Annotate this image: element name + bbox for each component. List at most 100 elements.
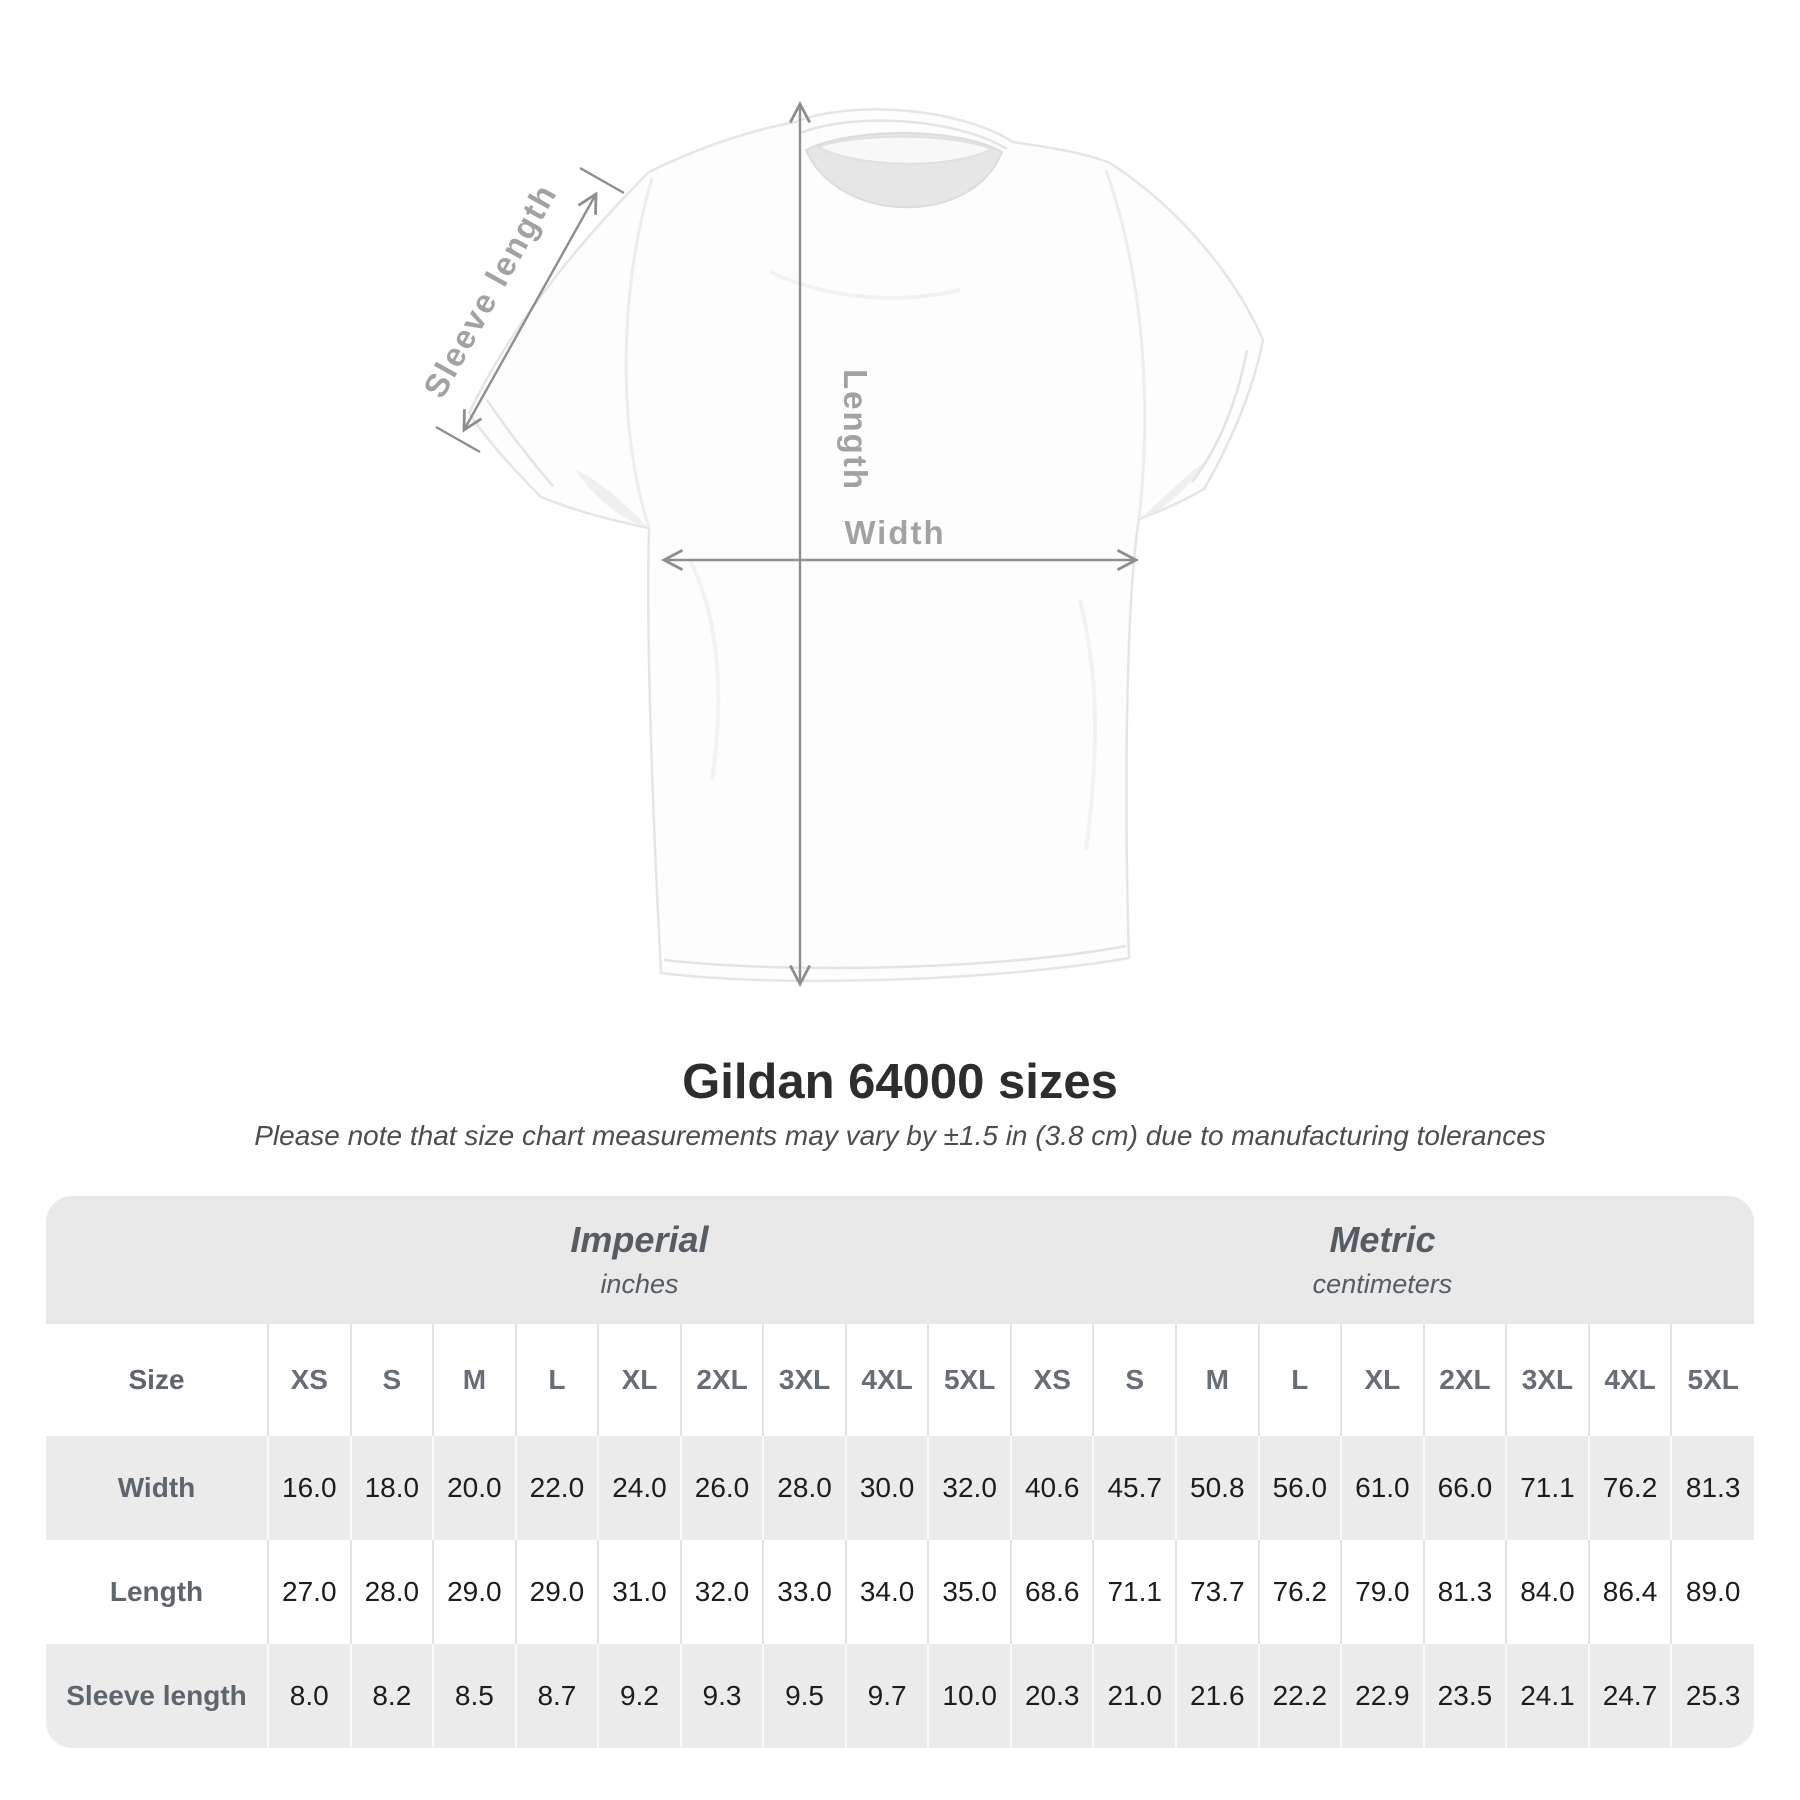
value-cell: 20.0 <box>432 1436 516 1540</box>
size-header-cell: M <box>432 1324 516 1436</box>
value-cell: 8.5 <box>432 1644 516 1748</box>
metric-title: Metric <box>1329 1219 1436 1261</box>
value-cell: 9.5 <box>762 1644 846 1748</box>
size-header-cell: S <box>349 1324 434 1436</box>
measurement-arrows <box>435 100 1140 988</box>
value-cell: 29.0 <box>432 1540 516 1644</box>
wrinkle-left <box>688 559 721 781</box>
collar-inner-band <box>815 135 995 165</box>
size-header-cell: XS <box>1009 1324 1094 1436</box>
value-cell: 25.3 <box>1670 1644 1754 1748</box>
tshirt-graphic <box>467 108 1265 983</box>
tolerance-note: Please note that size chart measurements… <box>254 1120 1546 1151</box>
table-corner-spacer <box>46 1196 268 1324</box>
metric-unit: centimeters <box>1312 1268 1453 1299</box>
right-underarm-shadow <box>1139 462 1205 519</box>
size-header-cell: S <box>1092 1324 1177 1436</box>
wrinkle-right <box>1078 599 1098 851</box>
value-cell: 21.0 <box>1092 1644 1177 1748</box>
imperial-title: Imperial <box>570 1219 709 1261</box>
size-header-cell: 5XL <box>1670 1324 1754 1436</box>
size-header-cell: 5XL <box>927 1324 1011 1436</box>
left-underarm-shadow <box>575 470 649 528</box>
sleeve-length-arrow <box>462 191 598 433</box>
size-table: Imperial inches Metric centimeters Size … <box>46 1196 1754 1748</box>
value-cell: 86.4 <box>1587 1540 1672 1644</box>
tshirt-figure-svg: Sleeve length Length Width <box>416 100 1265 988</box>
value-cell: 20.3 <box>1009 1644 1094 1748</box>
length-label: Length <box>837 369 874 491</box>
value-cell: 40.6 <box>1009 1436 1094 1540</box>
value-cell: 31.0 <box>597 1540 681 1644</box>
size-header-cell: 4XL <box>844 1324 929 1436</box>
value-cell: 22.2 <box>1257 1644 1342 1748</box>
value-cell: 30.0 <box>844 1436 929 1540</box>
right-armhole-seam <box>1104 169 1147 520</box>
value-cell: 32.0 <box>679 1540 764 1644</box>
value-cell: 24.0 <box>597 1436 681 1540</box>
value-cell: 28.0 <box>762 1436 846 1540</box>
tshirt-figure: Sleeve length Length Width <box>416 100 1265 988</box>
value-cell: 81.3 <box>1670 1436 1754 1540</box>
page-title: Gildan 64000 sizes <box>682 1055 1118 1109</box>
value-cell: 34.0 <box>844 1540 929 1644</box>
size-table-container: Imperial inches Metric centimeters Size … <box>46 1196 1754 1748</box>
row-label-sleeve-length: Sleeve length <box>46 1644 268 1748</box>
sleeve-tick-top <box>579 166 625 195</box>
value-cell: 35.0 <box>927 1540 1011 1644</box>
value-cell: 73.7 <box>1175 1540 1259 1644</box>
imperial-header: Imperial inches <box>268 1196 1011 1324</box>
value-cell: 71.1 <box>1505 1436 1589 1540</box>
collar-stitch <box>799 119 1008 151</box>
value-cell: 84.0 <box>1505 1540 1589 1644</box>
size-column-header: Size <box>46 1324 268 1436</box>
hem-stitch <box>663 944 1127 970</box>
row-label-length: Length <box>46 1540 268 1644</box>
size-header-cell: 3XL <box>762 1324 846 1436</box>
size-header-cell: XL <box>597 1324 681 1436</box>
size-header-cell: XL <box>1340 1324 1424 1436</box>
value-cell: 71.1 <box>1092 1540 1177 1644</box>
size-header-cell: L <box>1257 1324 1342 1436</box>
value-cell: 16.0 <box>267 1436 351 1540</box>
size-header-cell: L <box>514 1324 599 1436</box>
sleeve-length-row: Sleeve length 8.0 8.2 8.5 8.7 9.2 9.3 9.… <box>46 1644 1754 1748</box>
width-row: Width 16.0 18.0 20.0 22.0 24.0 26.0 28.0… <box>46 1436 1754 1540</box>
value-cell: 22.0 <box>514 1436 599 1540</box>
value-cell: 33.0 <box>762 1540 846 1644</box>
row-label-width: Width <box>46 1436 268 1540</box>
value-cell: 66.0 <box>1422 1436 1507 1540</box>
size-header-cell: 2XL <box>1422 1324 1507 1436</box>
value-cell: 76.2 <box>1587 1436 1672 1540</box>
size-header-row: Size XS S M L XL 2XL 3XL 4XL 5XL XS S M … <box>46 1324 1754 1436</box>
value-cell: 32.0 <box>927 1436 1011 1540</box>
value-cell: 8.0 <box>267 1644 351 1748</box>
value-cell: 28.0 <box>349 1540 434 1644</box>
length-row: Length 27.0 28.0 29.0 29.0 31.0 32.0 33.… <box>46 1540 1754 1644</box>
value-cell: 9.7 <box>844 1644 929 1748</box>
value-cell: 21.6 <box>1175 1644 1259 1748</box>
value-cell: 79.0 <box>1340 1540 1424 1644</box>
value-cell: 10.0 <box>927 1644 1011 1748</box>
sleeve-tick-bottom <box>435 425 481 454</box>
left-armhole-seam <box>624 177 654 529</box>
value-cell: 68.6 <box>1009 1540 1094 1644</box>
value-cell: 45.7 <box>1092 1436 1177 1540</box>
value-cell: 9.2 <box>597 1644 681 1748</box>
value-cell: 89.0 <box>1670 1540 1754 1644</box>
size-header-cell: XS <box>267 1324 351 1436</box>
value-cell: 76.2 <box>1257 1540 1342 1644</box>
size-header-cell: 3XL <box>1505 1324 1589 1436</box>
metric-header: Metric centimeters <box>1010 1196 1754 1324</box>
value-cell: 22.9 <box>1340 1644 1424 1748</box>
size-header-cell: 4XL <box>1587 1324 1672 1436</box>
value-cell: 50.8 <box>1175 1436 1259 1540</box>
value-cell: 24.7 <box>1587 1644 1672 1748</box>
value-cell: 81.3 <box>1422 1540 1507 1644</box>
value-cell: 61.0 <box>1340 1436 1424 1540</box>
unit-header-row: Imperial inches Metric centimeters <box>46 1196 1754 1324</box>
value-cell: 26.0 <box>679 1436 764 1540</box>
value-cell: 8.7 <box>514 1644 599 1748</box>
value-cell: 8.2 <box>349 1644 434 1748</box>
value-cell: 29.0 <box>514 1540 599 1644</box>
